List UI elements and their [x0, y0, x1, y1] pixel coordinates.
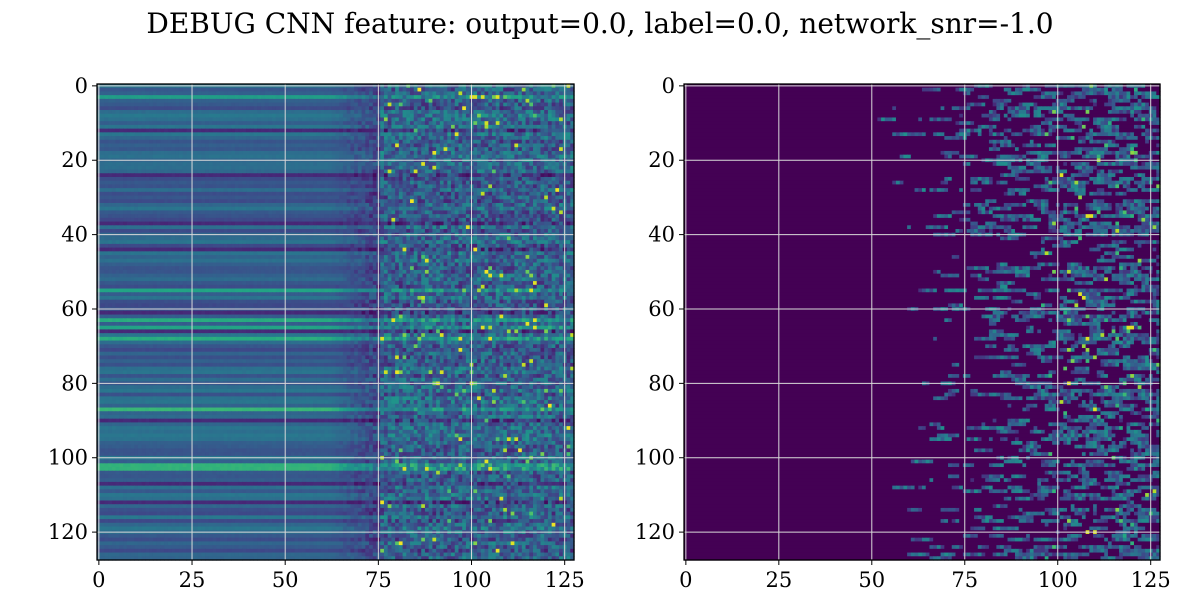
- left-heatmap-y-tick-label: 60: [61, 297, 88, 321]
- left-heatmap-cells: [97, 84, 575, 561]
- left-heatmap-y-tick-label: 40: [61, 223, 88, 247]
- right-heatmap-y-tick-label: 60: [648, 297, 675, 321]
- right-heatmap-y-tick-label: 20: [648, 148, 675, 172]
- left-heatmap-x-tick-label: 50: [272, 568, 299, 592]
- left-heatmap-x-tick-label: 100: [451, 568, 491, 592]
- right-heatmap-x-tick-label: 125: [1131, 568, 1171, 592]
- right-heatmap-x-tick-label: 0: [679, 568, 692, 592]
- left-heatmap-y-tick-label: 0: [75, 74, 88, 98]
- right-heatmap-panel: 0 25 50 75 100 125 0 20 40 60 80 100 120: [635, 74, 1171, 592]
- right-heatmap-frame: [683, 83, 1161, 561]
- page-title: DEBUG CNN feature: output=0.0, label=0.0…: [146, 7, 1054, 40]
- left-heatmap-x-tick-label: 125: [545, 568, 585, 592]
- right-heatmap-x-tick-label: 50: [858, 568, 885, 592]
- right-heatmap-y-tick-label: 40: [648, 223, 675, 247]
- right-heatmap-x-tick-label: 75: [951, 568, 978, 592]
- left-heatmap-y-tick-label: 20: [61, 148, 88, 172]
- left-heatmap-frame: [96, 83, 575, 561]
- right-heatmap-y-tick-label: 0: [662, 74, 675, 98]
- left-heatmap-panel: 0 25 50 75 100 125 0 20 40 60 80 100 120: [48, 74, 585, 592]
- left-heatmap-y-tick-label: 120: [48, 520, 88, 544]
- left-heatmap-y-tick-label: 100: [48, 446, 88, 470]
- left-heatmap-x-tick-label: 0: [92, 568, 105, 592]
- right-heatmap-y-tick-label: 80: [648, 371, 675, 395]
- left-heatmap-x-tick-label: 25: [179, 568, 206, 592]
- right-heatmap-y-tick-label: 120: [635, 520, 675, 544]
- right-heatmap-y-tick-label: 100: [635, 446, 675, 470]
- right-heatmap-cells: [684, 84, 1161, 561]
- left-heatmap-x-tick-label: 75: [365, 568, 392, 592]
- left-heatmap-y-tick-label: 80: [61, 371, 88, 395]
- right-heatmap-x-tick-label: 25: [765, 568, 792, 592]
- right-heatmap-x-tick-label: 100: [1038, 568, 1078, 592]
